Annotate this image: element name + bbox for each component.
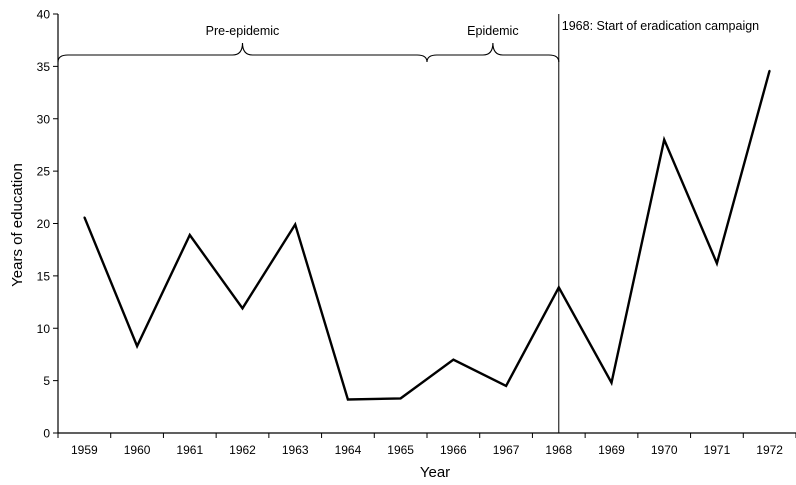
data-point <box>241 307 244 310</box>
data-point <box>663 138 666 141</box>
data-point <box>83 216 86 219</box>
data-point <box>610 381 613 384</box>
x-tick-label: 1962 <box>229 443 256 457</box>
x-tick-label: 1961 <box>176 443 203 457</box>
epidemic-brace <box>426 42 560 63</box>
data-point <box>294 223 297 226</box>
data-point <box>505 385 507 387</box>
y-tick-label: 15 <box>37 269 51 283</box>
x-tick-label: 1965 <box>387 443 414 457</box>
x-axis-title: Year <box>420 464 450 481</box>
x-tick-label: 1971 <box>704 443 731 457</box>
x-tick-label: 1970 <box>651 443 678 457</box>
data-point <box>557 286 560 289</box>
x-tick-label: 1960 <box>124 443 151 457</box>
data-point <box>399 397 402 400</box>
y-tick-label: 0 <box>43 427 50 441</box>
data-point <box>136 345 138 347</box>
axes <box>57 14 796 434</box>
y-tick-label: 5 <box>43 374 50 388</box>
x-tick-label: 1972 <box>756 443 783 457</box>
y-tick-label: 35 <box>37 60 51 74</box>
data-point <box>188 234 191 236</box>
y-axis-title: Years of education <box>9 163 26 287</box>
x-tick-label: 1964 <box>335 443 362 457</box>
x-tick-label: 1967 <box>493 443 520 457</box>
y-tick-label: 40 <box>37 8 51 22</box>
x-tick-label: 1969 <box>598 443 625 457</box>
x-tick-label: 1968 <box>545 443 572 457</box>
x-tick-label: 1959 <box>71 443 98 457</box>
data-point <box>452 358 455 361</box>
series <box>83 69 771 401</box>
x-tick-label: 1966 <box>440 443 467 457</box>
y-tick-label: 30 <box>37 112 51 126</box>
y-tick-label: 25 <box>37 165 51 179</box>
series-line <box>83 70 771 401</box>
y-tick-label: 20 <box>37 217 51 231</box>
data-point <box>768 69 771 72</box>
pre-epidemic-brace <box>57 42 428 63</box>
annotations: 1968: Start of eradication campaign Pre-e… <box>57 14 759 433</box>
pre-epidemic-label: Pre-epidemic <box>206 24 280 38</box>
data-point <box>347 398 349 401</box>
y-tick-label: 10 <box>37 322 51 336</box>
x-tick-label: 1963 <box>282 443 309 457</box>
ticks: 0 5 10 15 20 25 30 35 40 1959 1960 1961 1962 1963 1964… <box>37 8 796 457</box>
epidemic-label: Epidemic <box>467 24 518 38</box>
campaign-start-label: 1968: Start of eradication campaign <box>562 19 759 33</box>
data-point <box>716 262 718 265</box>
